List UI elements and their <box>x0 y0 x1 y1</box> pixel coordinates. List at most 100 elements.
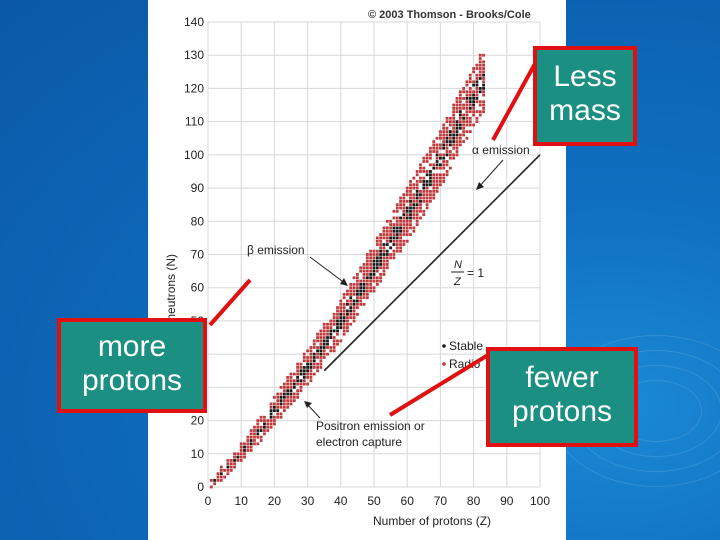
radioactive-nuclide-point <box>309 379 313 383</box>
radioactive-nuclide-point <box>369 279 373 283</box>
stable-nuclide-point <box>289 389 293 393</box>
ratio-n: N <box>454 259 462 271</box>
stable-nuclide-point <box>475 83 479 87</box>
nuclide-chart: 0102030405060708090100010203040506070809… <box>164 9 550 528</box>
callout-more-protons-text: more protons <box>81 330 183 397</box>
stable-nuclide-point <box>286 389 290 393</box>
stable-nuclide-point <box>462 116 466 120</box>
radioactive-nuclide-point <box>352 319 356 323</box>
radioactive-nuclide-point <box>365 282 369 286</box>
radioactive-nuclide-point <box>319 336 323 339</box>
radioactive-nuclide-point <box>442 136 446 140</box>
callout-fewer-protons-text: fewer protons <box>511 361 613 428</box>
radioactive-nuclide-point <box>462 113 466 117</box>
radioactive-nuclide-point <box>472 80 475 84</box>
stable-nuclide-point <box>375 266 379 270</box>
radioactive-nuclide-point <box>395 206 399 210</box>
radioactive-nuclide-point <box>422 160 426 163</box>
stable-nuclide-point <box>478 90 482 94</box>
radioactive-nuclide-point <box>465 120 469 124</box>
radioactive-nuclide-point <box>249 429 253 432</box>
radioactive-nuclide-point <box>402 193 406 197</box>
radioactive-nuclide-point <box>429 146 432 150</box>
radioactive-nuclide-point <box>482 67 485 70</box>
radioactive-nuclide-point <box>382 273 386 276</box>
stable-nuclide-point <box>282 395 286 399</box>
x-tick-label: 30 <box>301 494 315 508</box>
radioactive-nuclide-point <box>415 183 419 187</box>
radioactive-nuclide-point <box>253 432 256 436</box>
radioactive-nuclide-point <box>342 292 346 296</box>
radioactive-nuclide-point <box>462 96 466 100</box>
radioactive-nuclide-point <box>445 146 449 150</box>
radioactive-nuclide-point <box>458 90 462 94</box>
radioactive-nuclide-point <box>352 289 356 293</box>
radioactive-nuclide-point <box>369 259 373 263</box>
radioactive-nuclide-point <box>435 189 439 193</box>
stable-nuclide-point <box>435 163 439 167</box>
x-tick-label: 60 <box>401 494 415 508</box>
radioactive-nuclide-point <box>445 116 449 120</box>
stable-nuclide-point <box>415 196 419 200</box>
radioactive-nuclide-point <box>342 302 346 306</box>
radioactive-nuclide-point <box>409 186 412 190</box>
radioactive-nuclide-point <box>395 223 399 227</box>
radioactive-nuclide-point <box>319 366 323 369</box>
radioactive-nuclide-point <box>435 143 439 147</box>
radioactive-nuclide-point <box>216 472 220 476</box>
radioactive-nuclide-point <box>379 273 383 276</box>
radioactive-nuclide-point <box>352 292 356 296</box>
radioactive-nuclide-point <box>372 249 376 253</box>
radioactive-nuclide-point <box>409 223 412 227</box>
stable-nuclide-point <box>329 329 333 333</box>
radioactive-nuclide-point <box>392 223 396 227</box>
radioactive-nuclide-point <box>442 123 446 127</box>
stable-nuclide-point <box>448 143 452 147</box>
radioactive-nuclide-point <box>369 289 373 293</box>
stable-nuclide-point <box>395 236 399 240</box>
radioactive-nuclide-point <box>236 452 240 456</box>
radioactive-nuclide-point <box>458 103 462 107</box>
radioactive-nuclide-point <box>342 306 346 310</box>
radioactive-nuclide-point <box>475 100 479 104</box>
radioactive-nuclide-point <box>276 402 280 406</box>
radioactive-nuclide-point <box>256 425 260 429</box>
radioactive-nuclide-point <box>475 120 479 124</box>
radioactive-nuclide-point <box>442 133 446 137</box>
radioactive-nuclide-point <box>412 176 416 180</box>
radioactive-nuclide-point <box>415 170 419 173</box>
radioactive-nuclide-point <box>259 435 263 439</box>
radioactive-nuclide-point <box>322 356 326 359</box>
stable-nuclide-point <box>412 203 416 207</box>
radioactive-nuclide-point <box>448 120 452 124</box>
stable-nuclide-point <box>385 253 389 256</box>
stable-nuclide-point <box>359 286 363 290</box>
radioactive-nuclide-point <box>263 415 266 419</box>
stable-nuclide-point <box>256 429 260 432</box>
radioactive-nuclide-point <box>289 375 293 379</box>
radioactive-nuclide-point <box>452 143 456 147</box>
radioactive-nuclide-point <box>249 449 253 452</box>
radioactive-nuclide-point <box>336 332 339 336</box>
radioactive-nuclide-point <box>382 259 386 263</box>
radioactive-nuclide-point <box>385 266 389 270</box>
stable-nuclide-point <box>226 465 230 469</box>
radioactive-nuclide-point <box>356 306 359 310</box>
stable-nuclide-point <box>409 206 412 210</box>
radioactive-nuclide-point <box>326 346 329 349</box>
stable-nuclide-point <box>472 100 475 104</box>
radioactive-nuclide-point <box>472 110 475 114</box>
radioactive-nuclide-point <box>239 449 243 452</box>
stable-nuclide-point <box>448 140 452 143</box>
stable-nuclide-point <box>362 286 366 290</box>
radioactive-nuclide-point <box>216 478 220 482</box>
radioactive-nuclide-point <box>332 319 336 323</box>
radioactive-nuclide-point <box>448 156 452 160</box>
stable-nuclide-point <box>339 322 343 326</box>
stable-nuclide-point <box>389 236 392 240</box>
radioactive-nuclide-point <box>385 236 389 240</box>
stable-nuclide-point <box>375 256 379 260</box>
chart-panel: 0102030405060708090100010203040506070809… <box>148 0 566 540</box>
radioactive-nuclide-point <box>405 239 409 243</box>
radioactive-nuclide-point <box>452 113 456 117</box>
